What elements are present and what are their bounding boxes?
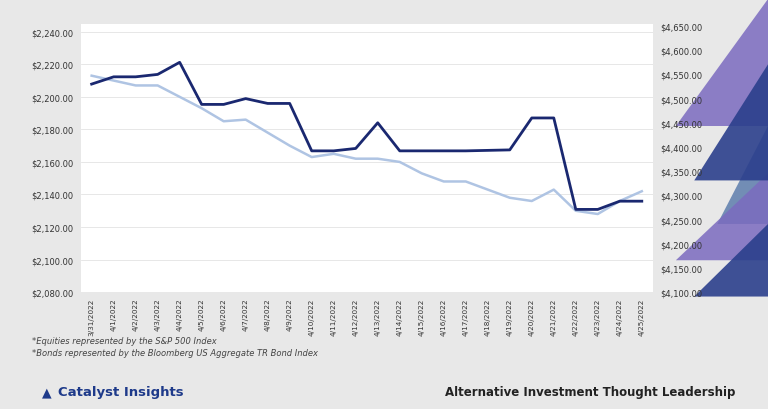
Polygon shape [717, 127, 768, 225]
Polygon shape [676, 174, 768, 261]
Polygon shape [694, 225, 768, 297]
Text: *Equities represented by the S&P 500 Index: *Equities represented by the S&P 500 Ind… [32, 337, 217, 346]
Text: Catalyst Insights: Catalyst Insights [58, 385, 184, 398]
Text: ▲: ▲ [42, 385, 52, 398]
Text: *Bonds represented by the Bloomberg US Aggregate TR Bond Index: *Bonds represented by the Bloomberg US A… [32, 348, 318, 357]
Polygon shape [676, 0, 768, 127]
Polygon shape [694, 65, 768, 181]
Text: Alternative Investment Thought Leadership: Alternative Investment Thought Leadershi… [445, 385, 736, 398]
